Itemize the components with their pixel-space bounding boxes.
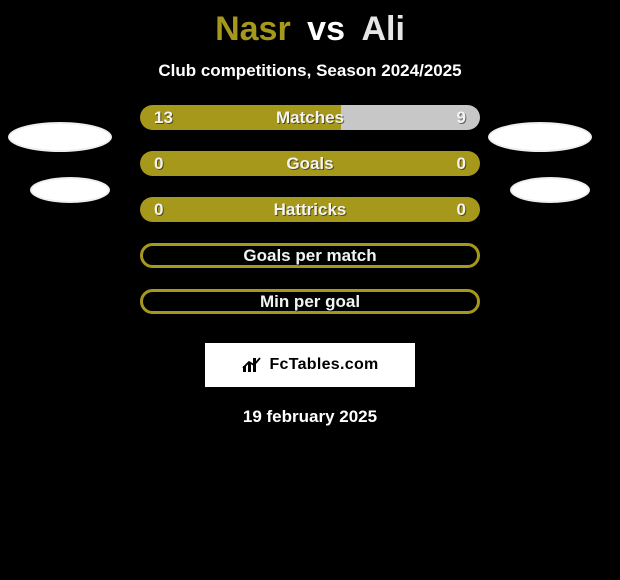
date-text: 19 february 2025 [0,407,620,427]
infographic-canvas: Nasr vs Ali Club competitions, Season 20… [0,0,620,580]
stat-label: Matches [140,105,480,130]
player2-name: Ali [361,10,404,48]
stat-label: Goals [140,151,480,176]
stat-row: Hattricks0 0 [0,197,620,243]
title-block: Nasr vs Ali [0,0,620,49]
player2-badge [488,122,592,152]
stat-label: Goals per match [140,243,480,268]
stat-value-left: 13 [154,105,173,130]
stat-label: Min per goal [140,289,480,314]
stat-row: Min per goal [0,289,620,335]
title-vs: vs [307,10,345,48]
subtitle: Club competitions, Season 2024/2025 [0,61,620,81]
player1-badge [30,177,110,203]
stat-label: Hattricks [140,197,480,222]
stat-value-left: 0 [154,151,163,176]
stat-value-right: 9 [457,105,466,130]
stat-value-right: 0 [457,197,466,222]
brand-logo: FcTables.com [205,343,415,387]
brand-text: FcTables.com [269,356,378,374]
player2-badge [510,177,590,203]
player1-name: Nasr [215,10,291,48]
stat-row: Goals per match [0,243,620,289]
chart-icon [241,356,263,374]
stat-value-right: 0 [457,151,466,176]
player1-badge [8,122,112,152]
stat-value-left: 0 [154,197,163,222]
